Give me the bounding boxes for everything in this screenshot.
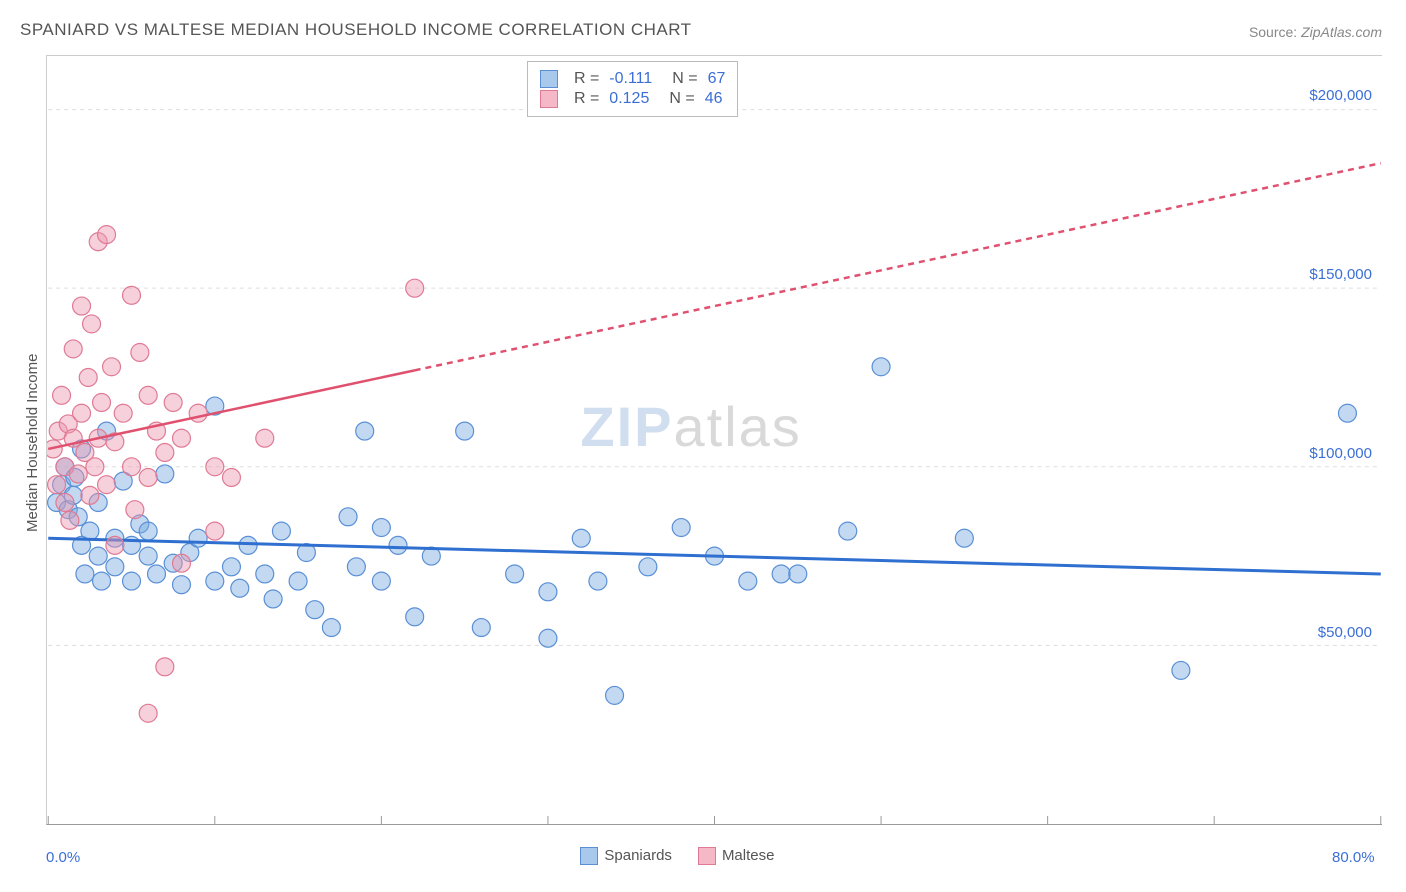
stats-r-value: 0.125 xyxy=(609,90,649,108)
y-gridline-label: $200,000 xyxy=(1292,87,1372,104)
y-axis-label: Median Household Income xyxy=(24,354,41,532)
y-gridline-label: $100,000 xyxy=(1292,445,1372,462)
stats-n-label: N = xyxy=(669,90,694,108)
source-label: Source: xyxy=(1249,24,1297,40)
stats-swatch xyxy=(540,90,558,108)
source-value: ZipAtlas.com xyxy=(1301,24,1382,40)
y-gridline-label: $50,000 xyxy=(1292,624,1372,641)
legend-item: Spaniards xyxy=(580,847,672,865)
stats-swatch xyxy=(540,70,558,88)
source-attribution: Source: ZipAtlas.com xyxy=(1249,24,1382,40)
stats-n-label: N = xyxy=(672,70,697,88)
legend-bottom: Spaniards Maltese xyxy=(580,847,774,865)
stats-r-value: -0.111 xyxy=(609,70,652,88)
legend-item: Maltese xyxy=(698,847,775,865)
y-gridline-label: $150,000 xyxy=(1292,266,1372,283)
legend-label: Spaniards xyxy=(604,847,672,864)
legend-swatch xyxy=(698,847,716,865)
legend-swatch xyxy=(580,847,598,865)
stats-legend-box: R = -0.111 N = 67 R = 0.125 N = 46 xyxy=(527,61,738,117)
stats-r-label: R = xyxy=(574,70,599,88)
legend-label: Maltese xyxy=(722,847,775,864)
chart-title: SPANIARD VS MALTESE MEDIAN HOUSEHOLD INC… xyxy=(20,20,692,40)
stats-row: R = -0.111 N = 67 xyxy=(540,70,725,88)
x-axis-max-label: 80.0% xyxy=(1332,849,1375,866)
scatter-plot xyxy=(46,55,1382,825)
stats-row: R = 0.125 N = 46 xyxy=(540,90,725,108)
stats-n-value: 67 xyxy=(708,70,726,88)
stats-n-value: 46 xyxy=(705,90,723,108)
stats-r-label: R = xyxy=(574,90,599,108)
x-axis-min-label: 0.0% xyxy=(46,849,80,866)
